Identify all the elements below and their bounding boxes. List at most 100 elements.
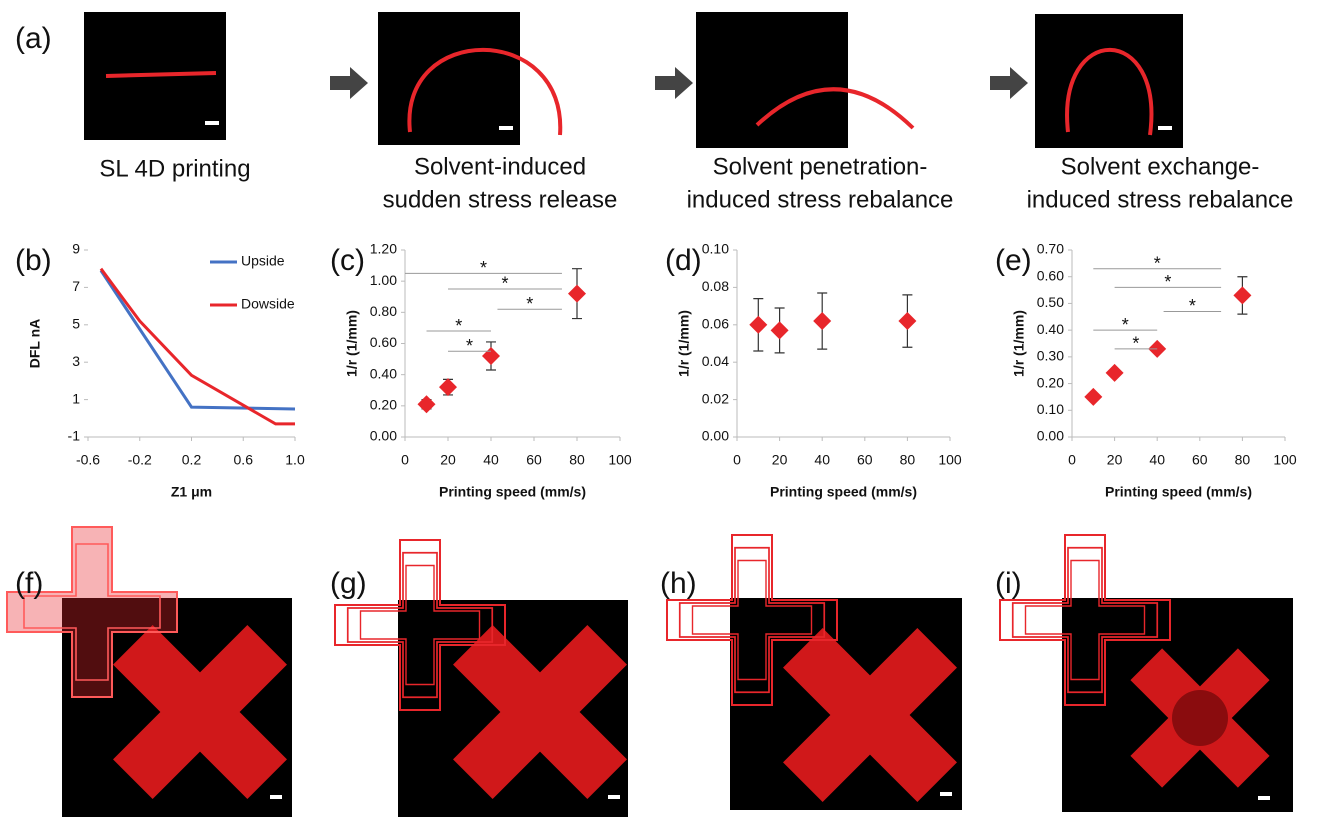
- y-tick-label: 0.02: [702, 390, 729, 406]
- x-tick-label: 60: [857, 452, 873, 468]
- caption: Solvent penetration-: [713, 153, 928, 180]
- x-tick-label: 0: [1068, 452, 1076, 468]
- image-h: [667, 535, 1004, 817]
- point: [418, 395, 436, 413]
- x-axis-label: Printing speed (mm/s): [770, 484, 917, 500]
- y-tick-label: 0.50: [1037, 294, 1064, 310]
- x-tick-label: 60: [1192, 452, 1208, 468]
- y-tick-label: -1: [68, 428, 81, 444]
- caption: Solvent exchange-: [1061, 153, 1260, 180]
- point: [568, 285, 586, 303]
- x-tick-label: 80: [569, 452, 585, 468]
- x-axis-label: Printing speed (mm/s): [1105, 484, 1252, 500]
- point: [1084, 388, 1102, 406]
- x-tick-label: 100: [938, 452, 962, 468]
- y-axis-label: 1/r (1/mm): [676, 310, 692, 377]
- y-axis-label: DFL nA: [27, 319, 43, 369]
- point: [771, 321, 789, 339]
- significance-label: *: [526, 294, 533, 314]
- x-tick-label: 1.0: [285, 452, 305, 468]
- y-tick-label: 0.40: [1037, 321, 1064, 337]
- y-tick-label: 0.60: [370, 334, 397, 350]
- panel-label: (e): [995, 244, 1032, 277]
- y-tick-label: 0.00: [370, 428, 397, 444]
- figure: (a) (b) (c) (d) (e) (f) (g) (h) (i) SL 4D printin…: [0, 0, 1321, 817]
- caption: Solvent-induced: [414, 153, 586, 180]
- y-tick-label: 0.00: [702, 428, 729, 444]
- y-tick-label: 9: [72, 241, 80, 257]
- image-a4: [1035, 14, 1183, 148]
- legend-label: Upside: [241, 253, 285, 269]
- significance-label: *: [1164, 272, 1171, 292]
- significance-label: *: [455, 316, 462, 336]
- x-tick-label: -0.2: [128, 452, 152, 468]
- y-axis-label: 1/r (1/mm): [1011, 310, 1027, 377]
- x-tick-label: 40: [1149, 452, 1165, 468]
- y-tick-label: 1.20: [370, 241, 397, 257]
- image-i: [1000, 535, 1307, 817]
- x-tick-label: 20: [772, 452, 788, 468]
- x-tick-label: 80: [900, 452, 916, 468]
- panel-label: (b): [15, 244, 52, 277]
- image-a1: [84, 12, 226, 140]
- panel-label: (c): [330, 244, 365, 277]
- y-tick-label: 0.00: [1037, 428, 1064, 444]
- y-tick-label: 5: [72, 316, 80, 332]
- y-tick-label: 1: [72, 390, 80, 406]
- x-axis-label: Z1 μm: [171, 484, 212, 500]
- x-tick-label: 100: [608, 452, 632, 468]
- x-tick-label: 0: [401, 452, 409, 468]
- legend-label: Dowside: [241, 296, 295, 312]
- panel-label: (d): [665, 244, 702, 277]
- y-tick-label: 0.30: [1037, 348, 1064, 364]
- significance-label: *: [1154, 253, 1161, 273]
- significance-label: *: [501, 274, 508, 294]
- panel-label: (h): [660, 567, 697, 600]
- x-tick-label: 60: [526, 452, 542, 468]
- point: [749, 316, 767, 334]
- caption: sudden stress release: [383, 186, 618, 213]
- x-tick-label: 0.6: [234, 452, 254, 468]
- point: [1106, 364, 1124, 382]
- y-tick-label: 0.08: [702, 278, 729, 294]
- y-tick-label: 0.40: [370, 365, 397, 381]
- y-tick-label: 1.00: [370, 272, 397, 288]
- point: [439, 378, 457, 396]
- x-tick-label: 20: [440, 452, 456, 468]
- y-tick-label: 7: [72, 278, 80, 294]
- panel-label: (f): [15, 567, 43, 600]
- y-axis-label: 1/r (1/mm): [344, 310, 360, 377]
- y-tick-label: 0.80: [370, 303, 397, 319]
- image-f: [7, 527, 334, 817]
- page: (a) (b) (c) (d) (e) (f) (g) (h) (i) SL 4D printin…: [0, 0, 1321, 817]
- caption: induced stress rebalance: [687, 186, 954, 213]
- y-tick-label: 0.06: [702, 316, 729, 332]
- y-tick-label: 0.04: [702, 353, 729, 369]
- x-tick-label: 100: [1273, 452, 1297, 468]
- caption: SL 4D printing: [99, 155, 250, 182]
- x-tick-label: 40: [483, 452, 499, 468]
- point: [813, 312, 831, 330]
- image-a3: [696, 12, 938, 148]
- point: [1233, 286, 1251, 304]
- y-tick-label: 0.70: [1037, 241, 1064, 257]
- panel-label: (i): [995, 567, 1022, 600]
- x-tick-label: 20: [1107, 452, 1123, 468]
- y-tick-label: 0.20: [370, 397, 397, 413]
- line: [101, 269, 295, 424]
- panel-label: (a): [15, 22, 52, 55]
- y-tick-label: 3: [72, 353, 80, 369]
- y-tick-label: 0.10: [1037, 401, 1064, 417]
- significance-label: *: [1132, 334, 1139, 354]
- x-tick-label: 0.2: [182, 452, 202, 468]
- image-g: [335, 540, 674, 817]
- significance-label: *: [1189, 296, 1196, 316]
- x-tick-label: 80: [1235, 452, 1251, 468]
- x-tick-label: 40: [814, 452, 830, 468]
- significance-label: *: [1122, 315, 1129, 335]
- x-tick-label: 0: [733, 452, 741, 468]
- image-a2: [378, 12, 560, 145]
- significance-label: *: [466, 336, 473, 356]
- panel-label: (g): [330, 567, 367, 600]
- caption: induced stress rebalance: [1027, 186, 1294, 213]
